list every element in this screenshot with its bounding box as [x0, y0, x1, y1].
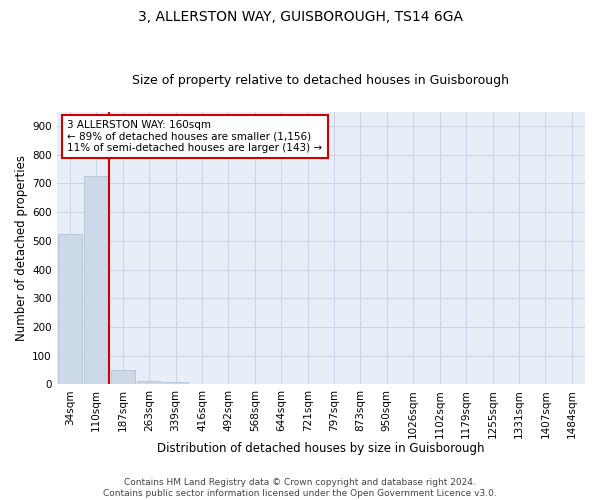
Bar	[84, 176, 109, 384]
Bar	[110, 370, 135, 384]
Text: Contains HM Land Registry data © Crown copyright and database right 2024.
Contai: Contains HM Land Registry data © Crown c…	[103, 478, 497, 498]
Text: 3, ALLERSTON WAY, GUISBOROUGH, TS14 6GA: 3, ALLERSTON WAY, GUISBOROUGH, TS14 6GA	[137, 10, 463, 24]
Title: Size of property relative to detached houses in Guisborough: Size of property relative to detached ho…	[133, 74, 509, 87]
Text: 3 ALLERSTON WAY: 160sqm
← 89% of detached houses are smaller (1,156)
11% of semi: 3 ALLERSTON WAY: 160sqm ← 89% of detache…	[67, 120, 322, 153]
Bar	[58, 234, 82, 384]
Y-axis label: Number of detached properties: Number of detached properties	[15, 155, 28, 341]
Bar	[163, 382, 188, 384]
X-axis label: Distribution of detached houses by size in Guisborough: Distribution of detached houses by size …	[157, 442, 485, 455]
Bar	[137, 381, 161, 384]
